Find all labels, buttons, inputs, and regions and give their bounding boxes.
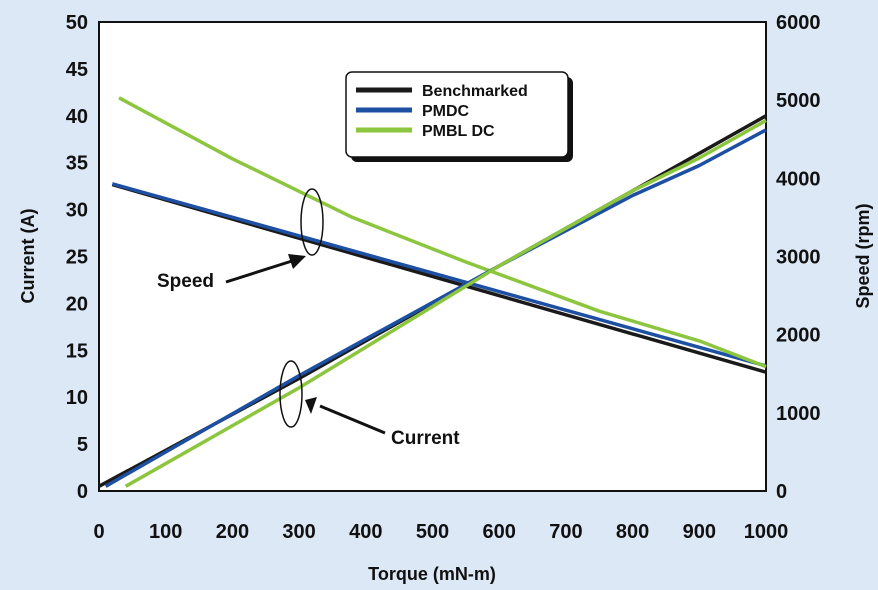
x-tick-label: 300 [282,521,315,543]
speed-arrowhead [288,254,306,269]
current-annotation-arrow [319,404,386,435]
y-left-tick-label: 20 [66,293,88,315]
y-left-tick-label: 45 [66,59,88,81]
current-arrowhead [305,397,317,414]
series-line-pmdc-current [104,128,767,488]
y-left-tick-label: 5 [77,434,88,456]
y-left-axis-ticks: 0 5 10 15 20 25 30 35 40 45 50 [66,12,88,503]
series-layer [98,96,767,488]
x-tick-label: 700 [549,521,582,543]
y-right-tick-label: 2000 [776,325,821,347]
y-left-tick-label: 15 [66,340,88,362]
y-left-tick-label: 0 [77,481,88,503]
y-left-tick-label: 35 [66,153,88,175]
x-axis-ticks: 0 100 200 300 400 500 600 700 800 900 1000 [93,521,788,543]
x-tick-label: 200 [216,521,249,543]
y-left-tick-label: 25 [66,247,88,269]
series-line-pmdc-speed [111,182,767,368]
current-annotation-ellipse [279,360,303,428]
y-left-axis-title: Current (A) [18,209,38,304]
legend: Benchmarked PMDC PMBL DC [345,71,573,162]
speed-annotation-arrow [225,259,293,284]
x-tick-label: 0 [93,521,104,543]
y-left-tick-label: 30 [66,200,88,222]
y-right-tick-label: 3000 [776,247,821,269]
y-right-tick-label: 6000 [776,12,821,34]
y-right-axis-title: Speed (rpm) [853,203,873,308]
y-right-tick-label: 1000 [776,403,821,425]
legend-box [345,71,569,158]
current-annotation-label: Current [391,428,460,449]
legend-label-pmbl-dc: PMBL DC [422,123,495,140]
legend-label-pmdc: PMDC [422,103,470,120]
x-tick-label: 900 [683,521,716,543]
x-tick-label: 1000 [744,521,789,543]
y-right-tick-label: 0 [776,481,787,503]
y-right-tick-label: 5000 [776,90,821,112]
y-left-tick-label: 50 [66,12,88,34]
x-tick-label: 400 [349,521,382,543]
x-tick-label: 100 [149,521,182,543]
legend-label-benchmarked: Benchmarked [422,83,528,100]
x-tick-label: 800 [616,521,649,543]
y-left-tick-label: 40 [66,106,88,128]
speed-annotation-label: Speed [157,271,214,292]
legend-items: Benchmarked PMDC PMBL DC [356,83,528,140]
y-right-axis-ticks: 0 1000 2000 3000 4000 5000 6000 [776,12,821,503]
y-right-tick-label: 4000 [776,168,821,190]
x-tick-label: 500 [416,521,449,543]
x-tick-label: 600 [483,521,516,543]
y-left-tick-label: 10 [66,387,88,409]
x-axis-title: Torque (mN-m) [368,564,496,584]
series-line-pmbl-dc-current [124,118,767,488]
speed-annotation-ellipse [300,188,324,256]
series-line-pmbl-dc-speed [118,96,767,369]
